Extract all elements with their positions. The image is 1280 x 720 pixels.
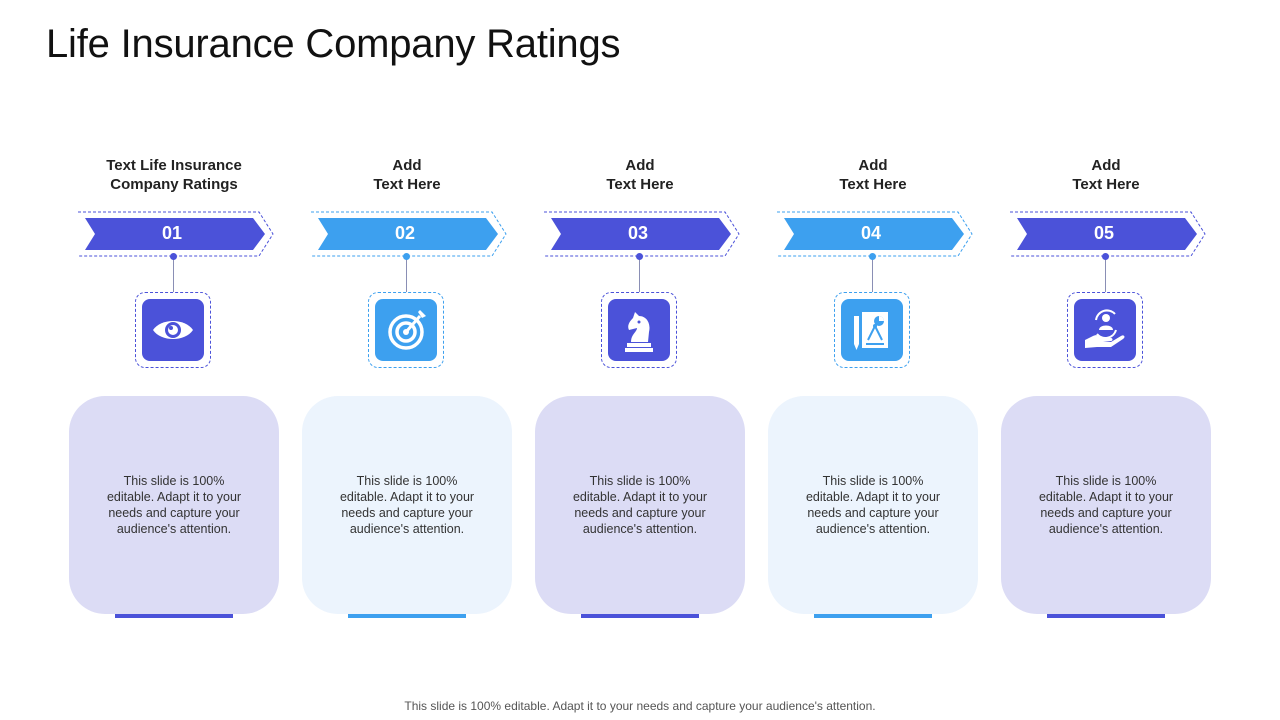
connector-line <box>1105 254 1106 292</box>
step-card: This slide is 100% editable. Adapt it to… <box>302 396 512 614</box>
target-icon <box>375 299 437 361</box>
card-accent-bar <box>581 614 699 618</box>
card-accent-bar <box>348 614 466 618</box>
report-chart-icon <box>841 299 903 361</box>
connector-dot <box>869 253 876 260</box>
page-title: Life Insurance Company Ratings <box>46 22 621 66</box>
step-heading-line: Add <box>858 157 888 174</box>
card-accent-bar <box>1047 614 1165 618</box>
step-number: 05 <box>1093 223 1115 243</box>
step-number-arrow: 02 <box>310 210 510 258</box>
step-number-arrow: 04 <box>776 210 976 258</box>
step-number-arrow: 01 <box>77 210 277 258</box>
connector-dot <box>636 253 643 260</box>
step-number: 04 <box>860 223 882 243</box>
step-column: Add Text Here 04 This slide is 100% edita… <box>768 150 978 620</box>
step-heading-line: Text Here <box>373 176 441 193</box>
connector-line <box>872 254 873 292</box>
step-heading-line: Text Life Insurance <box>106 157 242 174</box>
step-card: This slide is 100% editable. Adapt it to… <box>535 396 745 614</box>
step-column: Add Text Here 05 This slide is 100% edita… <box>1001 150 1211 620</box>
step-description: This slide is 100% editable. Adapt it to… <box>339 474 475 536</box>
step-heading: Text Life Insurance Company Ratings <box>69 156 279 194</box>
icon-frame <box>601 292 677 368</box>
step-card: This slide is 100% editable. Adapt it to… <box>69 396 279 614</box>
connector-dot <box>170 253 177 260</box>
step-number: 02 <box>394 223 416 243</box>
step-heading-line: Company Ratings <box>110 176 238 193</box>
icon-frame <box>135 292 211 368</box>
step-description: This slide is 100% editable. Adapt it to… <box>805 474 941 536</box>
step-number-arrow: 03 <box>543 210 743 258</box>
connector-dot <box>403 253 410 260</box>
step-heading: Add Text Here <box>302 156 512 194</box>
chess-knight-icon <box>608 299 670 361</box>
step-description: This slide is 100% editable. Adapt it to… <box>572 474 708 536</box>
icon-frame <box>834 292 910 368</box>
step-description: This slide is 100% editable. Adapt it to… <box>1038 474 1174 536</box>
connector-dot <box>1102 253 1109 260</box>
step-heading: Add Text Here <box>1001 156 1211 194</box>
step-heading: Add Text Here <box>768 156 978 194</box>
step-heading-line: Text Here <box>839 176 907 193</box>
connector-line <box>406 254 407 292</box>
step-number: 03 <box>627 223 649 243</box>
step-card: This slide is 100% editable. Adapt it to… <box>1001 396 1211 614</box>
eye-icon <box>142 299 204 361</box>
connector-line <box>639 254 640 292</box>
connector-line <box>173 254 174 292</box>
step-column: Text Life Insurance Company Ratings 01 Th… <box>69 150 279 620</box>
step-heading-line: Add <box>625 157 655 174</box>
card-accent-bar <box>814 614 932 618</box>
step-number-arrow: 05 <box>1009 210 1209 258</box>
step-heading-line: Text Here <box>606 176 674 193</box>
step-card: This slide is 100% editable. Adapt it to… <box>768 396 978 614</box>
icon-frame <box>368 292 444 368</box>
step-number: 01 <box>161 223 183 243</box>
step-heading: Add Text Here <box>535 156 745 194</box>
icon-frame <box>1067 292 1143 368</box>
card-accent-bar <box>115 614 233 618</box>
hand-person-icon <box>1074 299 1136 361</box>
step-heading-line: Add <box>392 157 422 174</box>
step-column: Add Text Here 03 This slide is 100% edita… <box>535 150 745 620</box>
step-column: Add Text Here 02 This slide is 100% edita… <box>302 150 512 620</box>
step-description: This slide is 100% editable. Adapt it to… <box>106 474 242 536</box>
step-heading-line: Add <box>1091 157 1121 174</box>
step-heading-line: Text Here <box>1072 176 1140 193</box>
footer-note: This slide is 100% editable. Adapt it to… <box>404 699 876 713</box>
